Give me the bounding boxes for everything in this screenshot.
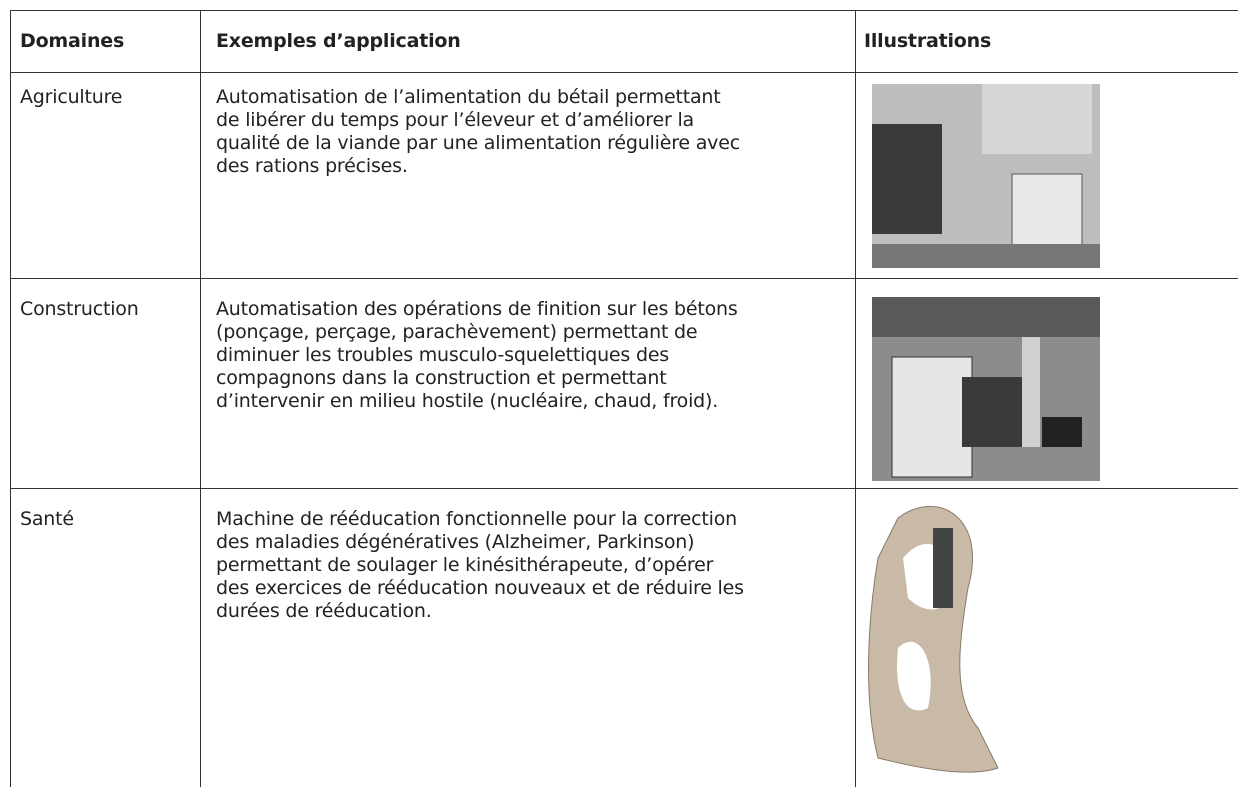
text-line: Machine de rééducation fonctionnelle pou… xyxy=(216,508,737,530)
rule xyxy=(10,10,1238,11)
rule xyxy=(200,10,201,787)
description-cell: Automatisation de l’alimentation du béta… xyxy=(216,86,740,178)
rule xyxy=(855,10,856,787)
text-line: des exercices de rééducation nouveaux et… xyxy=(216,577,744,599)
header-cell: Illustrations xyxy=(864,30,992,52)
text-line: d’intervenir en milieu hostile (nucléair… xyxy=(216,390,719,412)
text-line: (ponçage, perçage, parachèvement) permet… xyxy=(216,321,698,343)
text-line: durées de rééducation. xyxy=(216,600,432,622)
rule xyxy=(10,72,1238,73)
illustration xyxy=(868,506,999,773)
text-line: des maladies dégénératives (Alzheimer, P… xyxy=(216,531,695,553)
text-line: de libérer du temps pour l’éleveur et d’… xyxy=(216,109,694,131)
rule xyxy=(10,488,1238,489)
header-cell: Domaines xyxy=(20,30,125,52)
text-line: des rations précises. xyxy=(216,155,408,177)
rule xyxy=(10,278,1238,279)
text-line: diminuer les troubles musculo-squelettiq… xyxy=(216,344,670,366)
text-line: Automatisation des opérations de finitio… xyxy=(216,298,738,320)
text-line: Automatisation de l’alimentation du béta… xyxy=(216,86,721,108)
rule xyxy=(10,10,11,787)
description-cell: Machine de rééducation fonctionnelle pou… xyxy=(216,508,744,623)
illustration xyxy=(872,84,1100,268)
domain-cell: Santé xyxy=(20,508,74,530)
text-line: permettant de soulager le kinésithérapeu… xyxy=(216,554,714,576)
text-line: qualité de la viande par une alimentatio… xyxy=(216,132,740,154)
illustration xyxy=(872,297,1100,481)
domain-cell: Construction xyxy=(20,298,139,320)
domain-cell: Agriculture xyxy=(20,86,123,108)
description-cell: Automatisation des opérations de finitio… xyxy=(216,298,738,413)
header-cell: Exemples d’application xyxy=(216,30,461,52)
text-line: compagnons dans la construction et perme… xyxy=(216,367,667,389)
